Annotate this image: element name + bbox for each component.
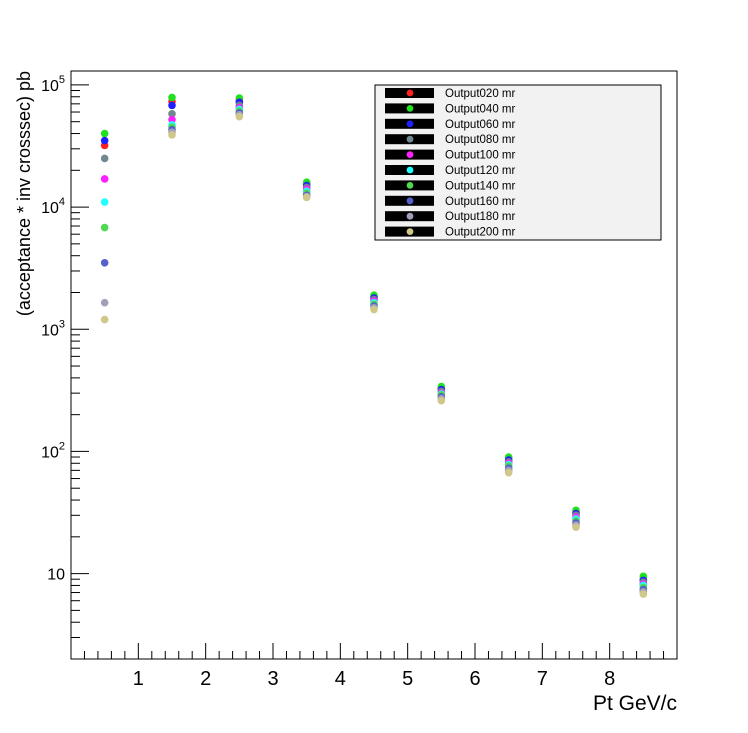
x-tick-label: 8 bbox=[604, 668, 615, 690]
legend-marker bbox=[406, 135, 414, 143]
data-point bbox=[100, 175, 109, 183]
data-point bbox=[100, 315, 109, 324]
y-tick-label: 10 bbox=[47, 567, 65, 584]
legend-label: Output140 mr bbox=[445, 180, 515, 192]
legend-marker bbox=[406, 197, 414, 205]
x-tick-label: 1 bbox=[133, 668, 144, 690]
x-axis-title: Pt GeV/c bbox=[593, 692, 677, 715]
legend-label: Output160 mr bbox=[445, 196, 515, 208]
legend-marker bbox=[406, 166, 414, 174]
legend-label: Output060 mr bbox=[445, 119, 515, 131]
x-tick-label: 6 bbox=[469, 668, 480, 690]
legend-label: Output200 mr bbox=[445, 227, 515, 239]
data-point bbox=[302, 193, 311, 202]
y-axis-title: (acceptance * inv crosssec) pb bbox=[14, 71, 34, 316]
data-point bbox=[100, 223, 109, 232]
plot-frame bbox=[70, 70, 678, 660]
x-axis: 1 2 3 4 5 6 7 8 bbox=[70, 643, 678, 690]
data-point bbox=[572, 523, 580, 531]
data-point bbox=[437, 396, 446, 405]
legend-label: Output120 mr bbox=[445, 165, 515, 177]
data-points bbox=[100, 93, 648, 598]
legend-marker bbox=[406, 151, 414, 159]
legend-marker bbox=[406, 105, 414, 112]
data-point bbox=[100, 198, 109, 206]
legend-label: Output040 mr bbox=[445, 103, 515, 115]
data-point bbox=[100, 136, 109, 145]
legend: Output020 mr Output040 mr Output060 mr Outp… bbox=[374, 84, 662, 241]
data-point bbox=[100, 298, 109, 307]
x-tick-label: 7 bbox=[537, 668, 548, 690]
data-point bbox=[235, 112, 244, 121]
legend-label: Output180 mr bbox=[445, 211, 515, 223]
legend-marker bbox=[406, 182, 414, 189]
y-axis: 10 102 103 104 105 bbox=[41, 74, 89, 660]
data-point bbox=[100, 154, 109, 163]
x-tick-label: 3 bbox=[267, 668, 278, 690]
data-point bbox=[168, 110, 176, 118]
data-point bbox=[100, 258, 109, 267]
legend-marker bbox=[406, 89, 414, 97]
y-tick-label: 104 bbox=[41, 196, 65, 217]
data-point bbox=[168, 93, 176, 102]
y-tick-label: 103 bbox=[41, 318, 65, 339]
x-tick-label: 5 bbox=[402, 668, 413, 690]
data-point bbox=[639, 590, 648, 598]
data-point bbox=[168, 115, 176, 124]
x-tick-label: 2 bbox=[200, 668, 211, 690]
y-tick-label: 102 bbox=[41, 440, 65, 461]
legend-marker bbox=[406, 212, 414, 220]
data-point bbox=[370, 305, 378, 314]
legend-label: Output080 mr bbox=[445, 134, 515, 146]
legend-label: Output020 mr bbox=[445, 88, 515, 100]
x-tick-label: 4 bbox=[335, 668, 346, 690]
data-point bbox=[168, 101, 176, 110]
legend-label: Output100 mr bbox=[445, 150, 515, 162]
data-point bbox=[100, 129, 109, 138]
legend-marker bbox=[406, 228, 414, 236]
data-point bbox=[168, 131, 176, 139]
y-tick-label: 105 bbox=[41, 74, 65, 95]
legend-marker bbox=[406, 120, 414, 128]
data-point bbox=[504, 468, 513, 477]
